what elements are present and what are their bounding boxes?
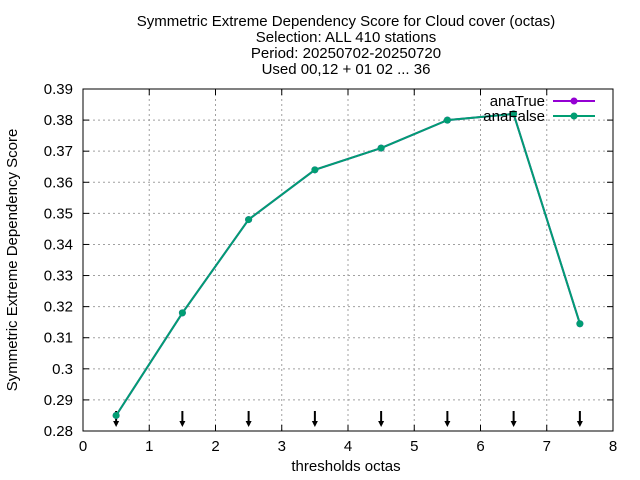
threshold-arrow-head — [179, 421, 186, 427]
plot-border — [82, 88, 614, 432]
title-line-3: Period: 20250702-20250720 — [251, 45, 441, 62]
y-tick-label: 0.29 — [44, 392, 73, 409]
x-tick-label: 1 — [145, 438, 153, 455]
y-tick-label: 0.33 — [44, 268, 73, 285]
y-tick-label: 0.34 — [44, 236, 73, 253]
data-point-anaFalse — [510, 110, 518, 118]
threshold-arrow — [576, 411, 583, 427]
threshold-arrow — [245, 411, 252, 427]
y-tick-label: 0.28 — [44, 423, 73, 440]
x-tick-label: 5 — [410, 438, 418, 455]
x-tick-label: 7 — [543, 438, 551, 455]
title-line-2: Selection: ALL 410 stations — [256, 29, 436, 46]
y-tick-label: 0.3 — [52, 361, 73, 378]
x-tick-label: 3 — [278, 438, 286, 455]
x-tick-label: 6 — [476, 438, 484, 455]
data-point-anaFalse — [178, 309, 186, 317]
threshold-arrow-head — [113, 421, 120, 427]
y-tick-label: 0.36 — [44, 174, 73, 191]
legend-marker-anaFalse — [570, 112, 578, 120]
y-tick-label: 0.38 — [44, 112, 73, 129]
grid — [83, 89, 613, 431]
x-axis-label: thresholds octas — [291, 458, 400, 475]
y-tick-label: 0.32 — [44, 299, 73, 316]
y-tick-label: 0.39 — [44, 81, 73, 98]
chart-title: Symmetric Extreme Dependency Score for C… — [137, 13, 555, 78]
legend-marker-anaTrue — [570, 97, 578, 105]
x-tick-label: 2 — [211, 438, 219, 455]
threshold-arrow — [378, 411, 385, 427]
legend-label-anaTrue: anaTrue — [490, 93, 545, 110]
data-point-anaFalse — [245, 216, 253, 224]
title-line-1: Symmetric Extreme Dependency Score for C… — [137, 13, 555, 30]
threshold-arrow-head — [510, 421, 517, 427]
series-line-anaFalse — [115, 112, 581, 417]
x-tick-label: 0 — [79, 438, 87, 455]
data-point-anaFalse — [112, 411, 120, 419]
data-point-anaFalse — [311, 166, 319, 174]
threshold-arrow-head — [245, 421, 252, 427]
y-tick-labels: 0.28 0.29 0.3 0.31 0.32 0.33 0.34 0.35 0.36 0.37 0… — [44, 81, 73, 440]
threshold-arrow — [311, 411, 318, 427]
y-tick-label: 0.37 — [44, 143, 73, 160]
threshold-arrow-head — [444, 421, 451, 427]
threshold-arrow — [179, 411, 186, 427]
x-tick-label: 8 — [609, 438, 617, 455]
legend-label-anaFalse: anaFalse — [483, 108, 545, 125]
threshold-arrow-head — [311, 421, 318, 427]
data-point-anaFalse — [377, 144, 385, 152]
data-point-anaFalse — [443, 116, 451, 124]
series-lines — [112, 110, 584, 419]
y-axis-label: Symmetric Extreme Dependency Score — [4, 129, 21, 392]
data-point-anaFalse — [576, 320, 584, 328]
y-tick-label: 0.31 — [44, 330, 73, 347]
threshold-markers — [113, 411, 583, 427]
axes — [82, 88, 614, 432]
threshold-arrow — [510, 411, 517, 427]
y-tick-label: 0.35 — [44, 205, 73, 222]
x-tick-labels: 0 1 2 3 4 5 6 7 8 — [79, 438, 617, 455]
threshold-arrow-head — [576, 421, 583, 427]
threshold-arrow-head — [378, 421, 385, 427]
title-line-4: Used 00,12 + 01 02 ... 36 — [262, 61, 431, 78]
x-tick-label: 4 — [344, 438, 352, 455]
threshold-arrow — [444, 411, 451, 427]
